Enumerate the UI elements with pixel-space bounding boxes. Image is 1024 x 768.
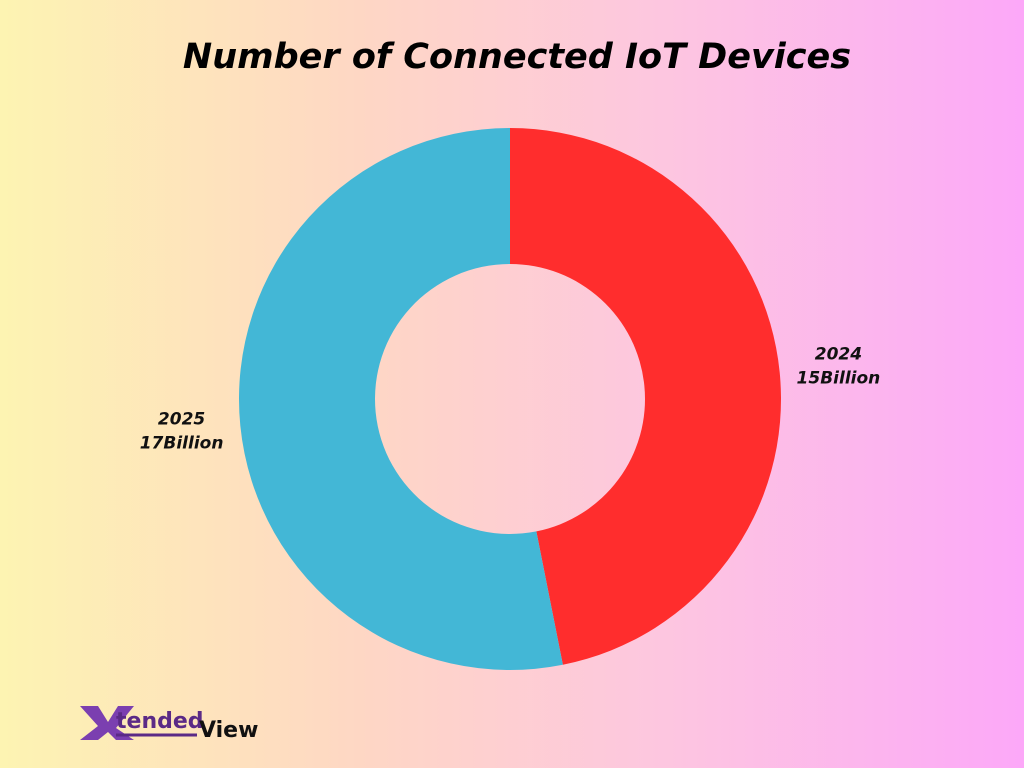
value-label: 17Billion	[140, 433, 224, 453]
chart-title: Number of Connected IoT Devices	[183, 37, 851, 77]
logo-second-word: View	[199, 718, 258, 743]
donut-segment	[510, 128, 782, 665]
segment-label: 2024	[815, 345, 862, 365]
logo-word: tended	[116, 709, 204, 734]
segment-label: 2025	[158, 409, 205, 429]
value-label: 15Billion	[797, 369, 881, 389]
logo: tended View	[80, 706, 258, 743]
donut-segment	[239, 128, 563, 670]
logo-mark	[80, 706, 134, 740]
